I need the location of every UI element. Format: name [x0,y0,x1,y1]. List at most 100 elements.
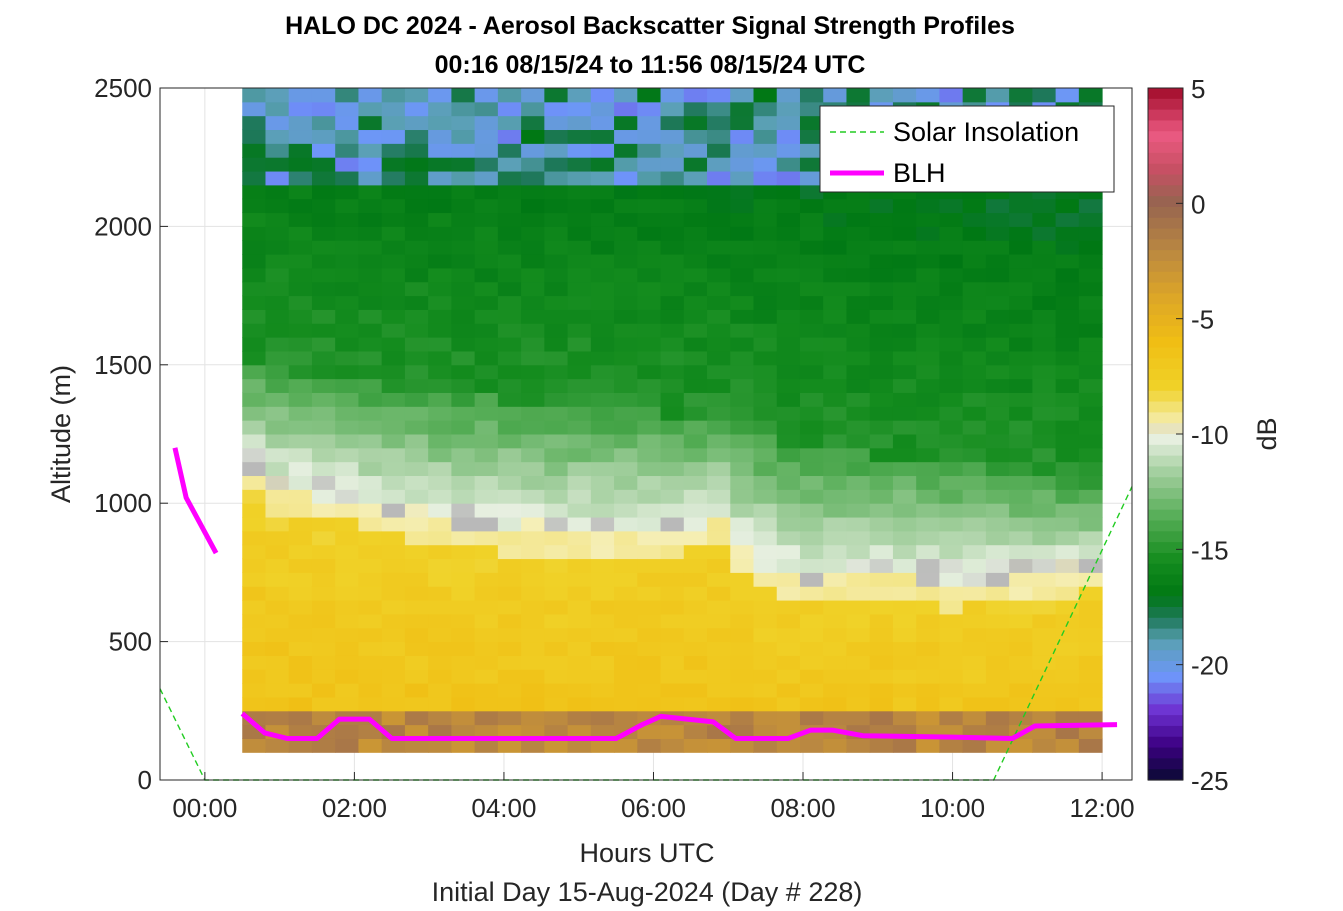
heatmap-cell [730,157,755,172]
heatmap-cell [799,586,824,601]
heatmap-cell [381,696,406,712]
heatmap-cell [823,350,847,366]
heatmap-cell [846,350,871,366]
heatmap-cell [242,323,266,338]
heatmap-cell [753,309,778,324]
heatmap-cell [381,600,406,615]
heatmap-cell [892,738,917,753]
heatmap-cell [1009,738,1033,753]
heatmap-cell [1032,212,1057,227]
heatmap-cell [1055,212,1080,227]
heatmap-cell [288,212,313,227]
heatmap-cell [683,281,708,297]
heatmap-cell [474,641,499,656]
heatmap-cell [428,475,452,490]
heatmap-cell [776,696,801,712]
heatmap-cell [590,461,615,477]
heatmap-cell [521,683,545,698]
heatmap-cell [916,613,940,629]
heatmap-cell [497,212,522,227]
heatmap-cell [660,88,685,103]
heatmap-cell [753,724,778,739]
heatmap-cell [614,600,638,615]
heatmap-cell [497,157,522,172]
heatmap-cell [288,641,313,656]
heatmap-cell [707,281,731,297]
heatmap-cell [265,641,290,656]
heatmap-cell [1009,198,1033,214]
heatmap-cell [288,600,313,615]
heatmap-cell [916,350,940,366]
heatmap-cell [892,198,917,214]
heatmap-cell [916,323,940,338]
heatmap-cell [567,530,592,546]
heatmap-cell [544,184,569,200]
heatmap-cell [265,157,290,172]
heatmap-cell [985,254,1010,269]
heatmap-cell [335,420,359,435]
heatmap-cell [683,572,708,587]
heatmap-cell [311,738,336,753]
heatmap-cell [962,627,987,643]
heatmap-cell [939,544,964,560]
y-tick-label: 1500 [94,350,152,380]
heatmap-cell [497,558,522,573]
heatmap-cell [823,378,847,393]
heatmap-cell [242,447,266,463]
heatmap-cell [451,420,476,435]
heatmap-cell [776,669,801,684]
heatmap-cell [1078,517,1103,532]
colorbar-segment [1148,206,1183,219]
heatmap-cell [242,627,266,643]
heatmap-cell [544,489,569,504]
heatmap-cell [985,364,1010,380]
heatmap-cell [892,254,917,269]
heatmap-cell [474,572,499,587]
heatmap-cell [962,323,987,338]
heatmap-cell [567,323,592,338]
heatmap-cell [544,627,569,643]
heatmap-cell [567,184,592,200]
heatmap-cell [660,226,685,241]
heatmap-cell [474,586,499,601]
heatmap-cell [869,323,894,338]
heatmap-cell [962,364,987,380]
heatmap-cell [451,240,476,255]
heatmap-cell [381,281,406,297]
x-tick-label: 10:00 [920,793,985,823]
heatmap-cell [521,503,545,518]
heatmap-cell [521,517,545,532]
heatmap-cell [869,350,894,366]
heatmap-cell [288,710,313,726]
heatmap-cell [707,295,731,310]
heatmap-cell [985,669,1010,684]
heatmap-cell [1078,600,1103,615]
heatmap-cell [265,184,290,200]
heatmap-cell [799,669,824,684]
heatmap-cell [474,420,499,435]
heatmap-cell [939,240,964,255]
heatmap-cell [474,157,499,172]
heatmap-cell [846,600,871,615]
heatmap-cell [544,586,569,601]
heatmap-cell [404,350,429,366]
heatmap-cell [311,198,336,214]
heatmap-cell [1078,392,1103,407]
heatmap-cell [1032,392,1057,407]
heatmap-cell [497,696,522,712]
heatmap-cell [1055,295,1080,310]
heatmap-cell [962,434,987,449]
heatmap-cell [1078,683,1103,698]
heatmap-cell [823,309,847,324]
heatmap-cell [846,544,871,560]
heatmap-cell [614,655,638,670]
heatmap-cell [707,101,731,117]
heatmap-cell [776,364,801,380]
heatmap-cell [799,738,824,753]
heatmap-cell [985,489,1010,504]
heatmap-cell [474,696,499,712]
heatmap-cell [753,240,778,255]
heatmap-cell [1055,309,1080,324]
heatmap-cell [265,212,290,227]
heatmap-cell [823,406,847,421]
